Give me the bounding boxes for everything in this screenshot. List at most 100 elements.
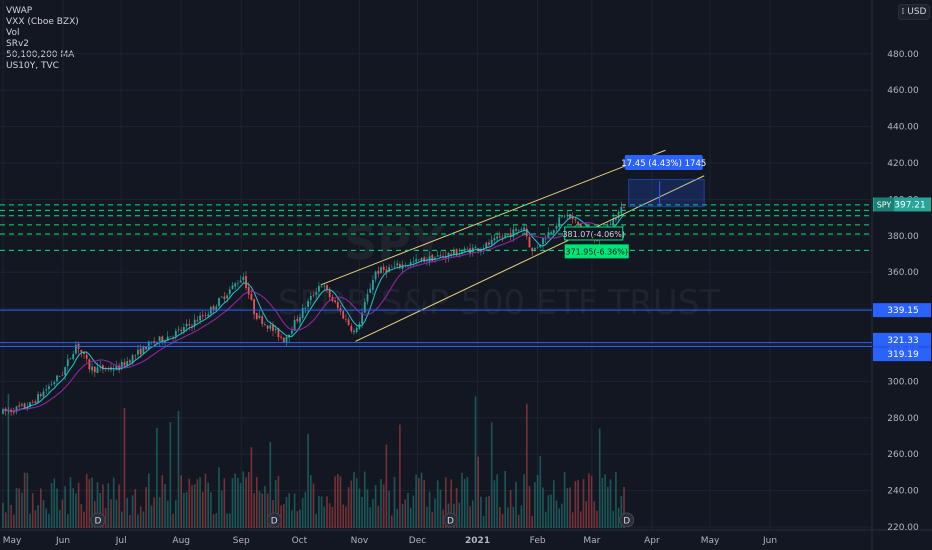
candle-body	[2, 409, 4, 414]
volume-bar	[361, 497, 363, 528]
volume-bar	[450, 479, 452, 528]
indicator-ma[interactable]: 50,100,200 MA	[6, 50, 75, 60]
volume-bar	[555, 500, 558, 528]
volume-bar	[528, 486, 531, 528]
volume-bar	[534, 482, 536, 528]
currency-button[interactable]: ⁞ USD	[898, 4, 930, 20]
candle-body	[242, 276, 245, 280]
measure-label: 17.45 (4.43%) 1745	[621, 159, 706, 169]
volume-bar	[404, 499, 407, 528]
volume-bar	[242, 471, 245, 528]
time-tick-label: Nov	[351, 536, 369, 546]
volume-bar	[153, 497, 155, 528]
candle-body	[64, 367, 66, 376]
candle-body	[466, 249, 469, 250]
volume-bar	[385, 444, 388, 528]
volume-bar	[388, 490, 390, 528]
volume-bar	[48, 513, 50, 528]
volume-bar	[45, 508, 47, 528]
candle-body	[53, 382, 56, 385]
candle-body	[293, 320, 296, 331]
volume-bar	[256, 477, 258, 528]
volume-bar	[2, 502, 4, 528]
volume-bar	[37, 505, 39, 528]
dividend-marker[interactable]: D	[266, 512, 282, 528]
volume-bar	[436, 480, 439, 528]
candle-body	[409, 262, 412, 266]
volume-bar	[320, 496, 323, 528]
candle-body	[183, 327, 185, 331]
candle-body	[120, 361, 123, 370]
volume-bar	[31, 493, 34, 528]
candle-body	[266, 325, 269, 329]
price-badge-label: 397.21	[894, 200, 926, 210]
volume-bar	[474, 396, 477, 528]
volume-bar	[520, 505, 523, 528]
price-badge-label: 339.15	[887, 306, 919, 316]
candle-body	[23, 403, 26, 408]
candle-body	[555, 226, 558, 229]
dividend-marker[interactable]: D	[90, 512, 106, 528]
indicator-vwap[interactable]: VWAP	[6, 6, 33, 16]
volume-bar	[261, 493, 263, 528]
candle-body	[336, 301, 339, 308]
volume-bar	[183, 492, 185, 528]
candle-body	[366, 294, 369, 302]
time-tick-label: Dec	[409, 536, 426, 546]
dividend-marker[interactable]: D	[619, 512, 635, 528]
volume-bar	[172, 513, 174, 528]
volume-bar	[69, 477, 72, 528]
candle-body	[180, 329, 183, 332]
volume-bar	[620, 496, 623, 528]
volume-bar	[623, 486, 625, 528]
candle-body	[415, 259, 417, 262]
candle-body	[301, 308, 304, 318]
candle-body	[45, 389, 48, 391]
price-tick-label: 300.00	[887, 377, 919, 387]
volume-bar	[23, 472, 26, 528]
candle-body	[382, 266, 385, 270]
candle-body	[31, 402, 34, 403]
candle-body	[153, 340, 156, 343]
candle-body	[490, 239, 493, 245]
indicator-vxx[interactable]: VXX (Cboe BZX)	[6, 17, 79, 27]
volume-bar	[199, 477, 201, 528]
candle-body	[56, 375, 58, 382]
candle-body	[299, 317, 301, 323]
candle-body	[231, 285, 234, 289]
volume-bars	[2, 393, 625, 528]
volume-bar	[609, 479, 612, 528]
volume-bar	[207, 482, 209, 528]
volume-bar	[18, 488, 20, 528]
indicator-vol[interactable]: Vol	[6, 28, 20, 38]
dividend-marker[interactable]: D	[442, 512, 458, 528]
candle-body	[504, 235, 507, 238]
volume-bar	[382, 484, 385, 528]
candle-body	[439, 255, 442, 257]
price-tick-label: 240.00	[887, 487, 919, 497]
candle-body	[61, 374, 64, 376]
volume-bar	[134, 489, 137, 528]
candle-body	[523, 227, 525, 230]
volume-bar	[339, 476, 342, 528]
candle-body	[66, 359, 69, 367]
candle-body	[393, 266, 396, 267]
volume-bar	[566, 488, 569, 528]
time-tick-label: Mar	[583, 536, 600, 546]
indicator-us10y[interactable]: US10Y, TVC	[6, 61, 59, 71]
measure-box	[628, 178, 705, 208]
volume-bar	[210, 492, 212, 528]
volume-bar	[558, 508, 560, 528]
indicator-srv2[interactable]: SRv2	[6, 39, 30, 49]
candle-body	[390, 266, 393, 268]
volume-bar	[409, 507, 412, 528]
volume-bar	[40, 488, 42, 528]
price-tick-label: 280.00	[887, 414, 919, 424]
price-tick-label: 380.00	[887, 232, 919, 242]
candle-body	[563, 215, 566, 217]
volume-bar	[291, 510, 293, 528]
candle-body	[501, 237, 504, 239]
volume-bar	[312, 483, 315, 528]
volume-bar	[593, 501, 596, 528]
